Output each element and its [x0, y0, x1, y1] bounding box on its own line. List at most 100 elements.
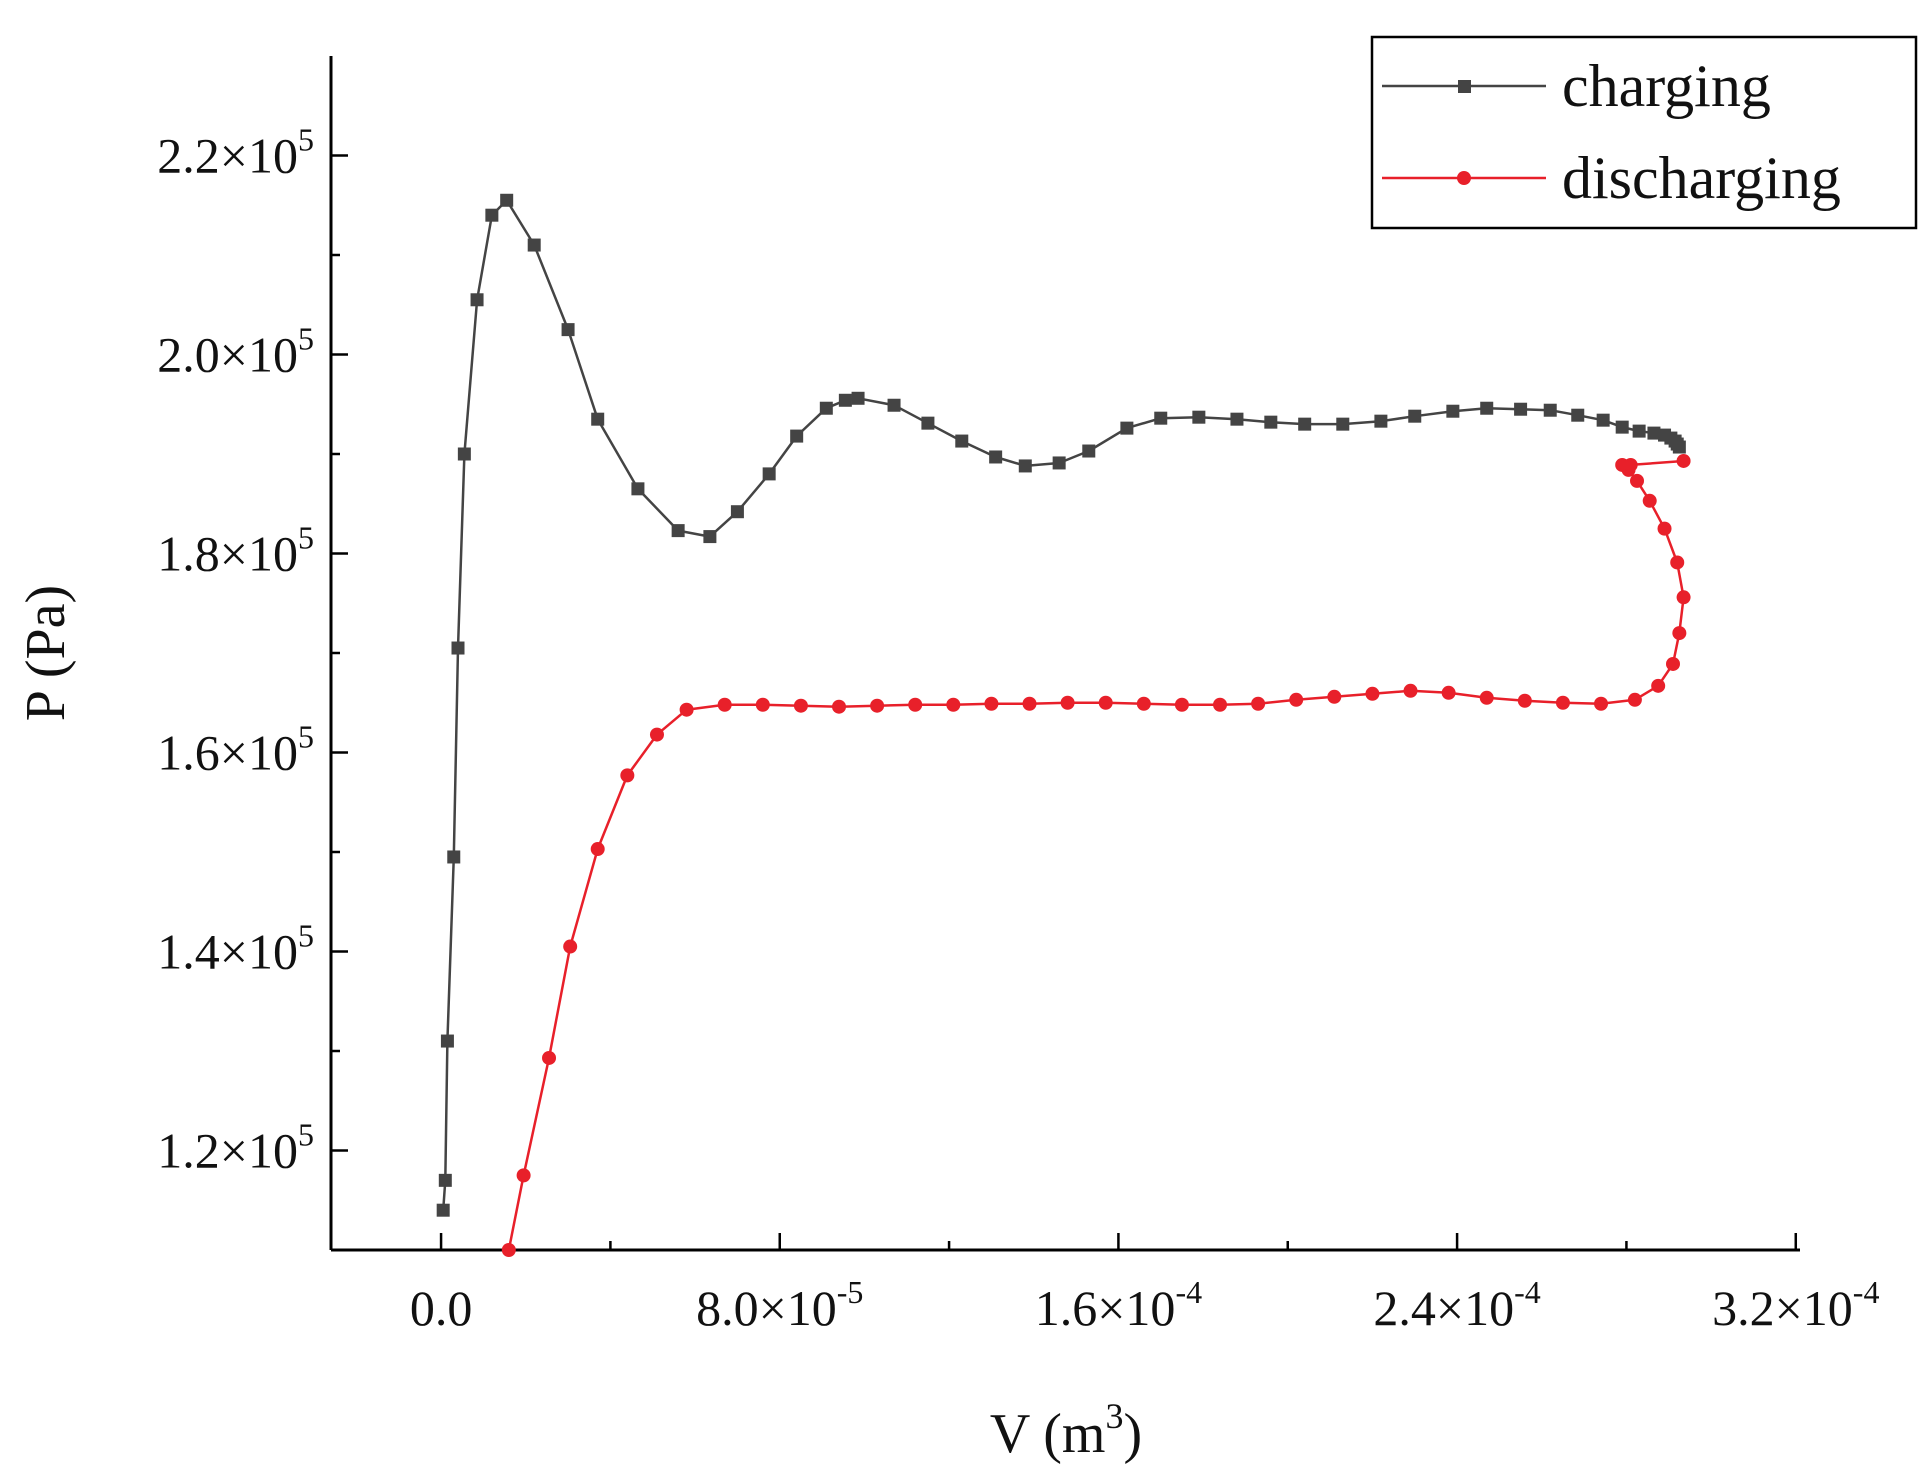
point-discharging-11: [832, 699, 847, 714]
point-discharging-1: [516, 1168, 531, 1183]
y-tick-label-2-2-10: 2.2×105: [157, 122, 314, 184]
legend-label-discharging: discharging: [1562, 145, 1841, 211]
point-charging-45: [1647, 426, 1661, 440]
point-charging-12: [631, 482, 645, 496]
x-axis-title-base: V (m: [990, 1403, 1106, 1465]
point-discharging-21: [1213, 697, 1228, 712]
x-tick-exponent: -4: [1514, 1274, 1541, 1310]
y-tick-label-1-8-10: 1.8×105: [157, 520, 314, 582]
x-tick-exponent: -5: [837, 1274, 864, 1310]
point-charging-7: [485, 208, 499, 222]
x-axis-title: V (m3): [990, 1396, 1142, 1465]
x-axis-title-tail: ): [1123, 1403, 1142, 1465]
point-charging-44: [1632, 424, 1646, 438]
point-charging-28: [1120, 421, 1134, 435]
point-charging-31: [1230, 412, 1244, 426]
point-charging-18: [819, 401, 833, 415]
point-charging-29: [1154, 411, 1168, 425]
point-discharging-28: [1479, 690, 1494, 705]
point-discharging-6: [649, 727, 664, 742]
point-discharging-7: [679, 702, 694, 717]
point-charging-5: [457, 447, 471, 461]
x-axis-title-superscript: 3: [1105, 1396, 1123, 1436]
point-discharging-40: [1630, 473, 1645, 488]
y-tick-mantissa: 2.2×10: [157, 128, 298, 184]
point-charging-16: [762, 467, 776, 481]
legend: charging discharging: [1370, 35, 1918, 230]
y-tick-label-2-0-10: 2.0×105: [157, 321, 314, 383]
series-discharging: [501, 453, 1691, 1257]
point-discharging-10: [793, 698, 808, 713]
point-discharging-17: [1060, 695, 1075, 710]
y-tick-exponent: 5: [298, 719, 314, 755]
point-discharging-25: [1365, 686, 1380, 701]
x-tick-exponent: -4: [1175, 1274, 1202, 1310]
x-tick-label-3-2-10-4: 3.2×10-4: [1712, 1274, 1879, 1336]
y-axis-title: P (Pa): [15, 585, 77, 721]
point-discharging-32: [1627, 692, 1642, 707]
point-discharging-29: [1517, 693, 1532, 708]
x-tick-label-0-0: 0.0: [410, 1280, 473, 1336]
point-charging-1: [438, 1173, 452, 1187]
point-discharging-14: [946, 697, 961, 712]
x-tick-mantissa: 1.6×10: [1035, 1280, 1176, 1336]
x-tick-exponent: -4: [1853, 1274, 1880, 1310]
point-discharging-5: [620, 768, 635, 783]
point-charging-8: [500, 193, 514, 207]
point-discharging-35: [1672, 626, 1687, 641]
point-charging-23: [955, 434, 969, 448]
x-tick-mantissa: 2.4×10: [1373, 1280, 1514, 1336]
point-discharging-36: [1676, 590, 1691, 605]
point-discharging-15: [984, 696, 999, 711]
legend-entry-discharging: discharging: [1382, 145, 1841, 211]
point-discharging-24: [1327, 689, 1342, 704]
point-charging-32: [1264, 415, 1278, 429]
point-charging-27: [1082, 444, 1096, 458]
y-tick-exponent: 5: [298, 321, 314, 357]
point-charging-41: [1571, 408, 1585, 422]
y-tick-label-1-6-10: 1.6×105: [157, 719, 314, 781]
y-tick-exponent: 5: [298, 1117, 314, 1153]
y-tick-exponent: 5: [298, 520, 314, 556]
point-charging-4: [451, 641, 465, 655]
point-charging-50: [1672, 440, 1686, 454]
y-axis-ticks: 1.2×1051.4×1051.6×1051.8×1052.0×1052.2×1…: [157, 122, 348, 1252]
point-charging-20: [851, 391, 865, 405]
y-tick-label-1-4-10: 1.4×105: [157, 918, 314, 980]
point-charging-38: [1480, 401, 1494, 415]
point-charging-34: [1336, 417, 1350, 431]
point-discharging-18: [1098, 695, 1113, 710]
point-charging-0: [436, 1203, 450, 1217]
y-tick-exponent: 5: [298, 918, 314, 954]
point-charging-30: [1192, 410, 1206, 424]
point-charging-19: [838, 393, 852, 407]
point-charging-14: [703, 530, 717, 544]
legend-label-charging: charging: [1562, 53, 1771, 119]
point-discharging-30: [1555, 695, 1570, 710]
point-discharging-26: [1403, 683, 1418, 698]
point-discharging-22: [1251, 696, 1266, 711]
legend-marker-charging: [1458, 80, 1471, 93]
point-discharging-38: [1657, 521, 1672, 536]
point-charging-9: [527, 238, 541, 252]
x-tick-label-8-0-10-5: 8.0×10-5: [696, 1274, 863, 1336]
point-charging-24: [989, 450, 1003, 464]
point-charging-17: [790, 429, 804, 443]
point-discharging-2: [542, 1050, 557, 1065]
point-discharging-37: [1670, 555, 1685, 570]
x-tick-label-2-4-10-4: 2.4×10-4: [1373, 1274, 1540, 1336]
point-charging-22: [921, 416, 935, 430]
point-charging-6: [470, 293, 484, 307]
point-discharging-19: [1136, 696, 1151, 711]
x-tick-mantissa: 3.2×10: [1712, 1280, 1853, 1336]
point-discharging-0: [501, 1243, 516, 1257]
point-charging-39: [1514, 402, 1528, 416]
legend-marker-discharging: [1457, 171, 1471, 185]
y-tick-label-1-2-10: 1.2×105: [157, 1117, 314, 1179]
point-discharging-43: [1623, 457, 1638, 472]
point-charging-2: [440, 1034, 454, 1048]
point-discharging-23: [1289, 692, 1304, 707]
y-tick-mantissa: 1.4×10: [157, 924, 298, 980]
point-discharging-13: [908, 697, 923, 712]
